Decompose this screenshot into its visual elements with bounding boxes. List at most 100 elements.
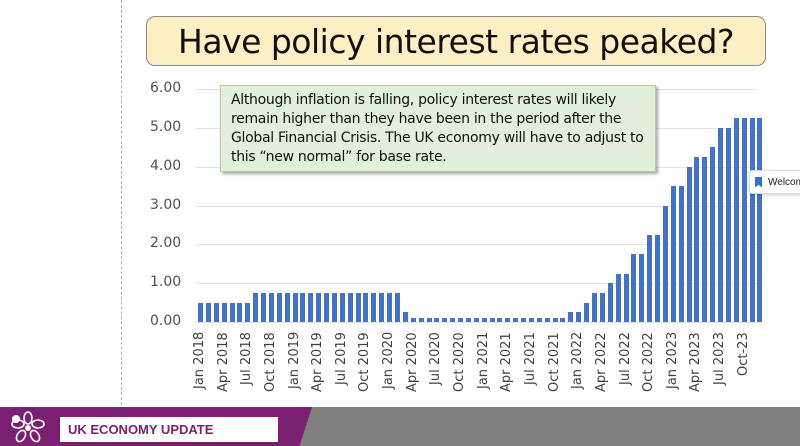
annotation-note: Although inflation is falling, policy in…	[220, 85, 656, 172]
bar	[702, 157, 708, 322]
bar	[725, 128, 731, 322]
x-axis-tick-label: Apr 2023	[688, 332, 704, 392]
bar	[655, 234, 661, 322]
x-axis-tick-label: Jan 2019	[286, 331, 302, 389]
gridline	[196, 205, 758, 207]
bar	[316, 292, 322, 322]
flower-logo-icon	[11, 411, 45, 443]
bar	[402, 312, 408, 322]
bar	[592, 292, 597, 322]
bar	[544, 318, 550, 322]
bar	[221, 302, 227, 322]
bar	[639, 254, 645, 322]
bar	[599, 292, 605, 322]
bar	[276, 292, 282, 322]
x-axis-tick-label: Jul 2019	[333, 332, 349, 385]
y-axis-tick-label: 1.00	[150, 274, 182, 291]
slide-title: Have policy interest rates peaked?	[178, 21, 734, 61]
bar	[710, 147, 716, 322]
bar-chart: 0.00 1.00 2.00 3.00 4.00 5.00 6.00 Jan 2018 Apr …	[150, 80, 763, 392]
y-axis-tick-label: 6.00	[150, 80, 182, 97]
bookmark-icon	[755, 176, 762, 188]
x-axis-tick-label: Jan 2018	[192, 331, 207, 389]
bar	[308, 292, 314, 322]
bar	[331, 292, 337, 322]
bar	[418, 318, 424, 322]
bar	[528, 318, 534, 322]
bar	[363, 292, 369, 322]
welcome-tooltip[interactable]: Welcom	[749, 170, 800, 194]
gridline	[196, 283, 758, 285]
bar	[757, 118, 763, 322]
bar	[615, 273, 621, 322]
bar	[513, 318, 519, 322]
bar	[631, 254, 637, 322]
bar	[284, 292, 290, 322]
x-axis-tick-label: Jan 2023	[664, 331, 680, 389]
bar	[560, 318, 566, 322]
x-axis-tick-label: Jul 2021	[522, 332, 538, 385]
bar	[458, 318, 464, 322]
bar	[473, 318, 479, 322]
x-axis-tick-label: Jul 2020	[428, 332, 444, 385]
bar	[497, 318, 503, 322]
y-axis-tick-label: 4.00	[150, 157, 182, 174]
x-axis-tick-label: Jan 2020	[381, 331, 397, 389]
bar	[647, 234, 653, 322]
bar	[568, 312, 574, 322]
y-axis-tick-label: 3.00	[150, 196, 182, 213]
footer-bar: UK ECONOMY UPDATE	[0, 407, 800, 446]
bar	[718, 128, 724, 322]
bar	[584, 302, 590, 322]
bar	[237, 302, 243, 322]
bar	[678, 186, 684, 322]
tooltip-text: Welcom	[768, 176, 800, 188]
x-axis-tick-label: Jul 2018	[239, 332, 255, 385]
x-axis-tick-label: Apr 2018	[215, 332, 231, 392]
bar	[261, 292, 267, 322]
bar	[387, 292, 393, 322]
bar	[749, 118, 755, 322]
bar	[355, 292, 361, 322]
bar	[623, 273, 629, 322]
bar	[410, 318, 416, 322]
x-axis-tick-label: Apr 2021	[499, 332, 515, 392]
bar	[686, 166, 692, 322]
y-axis-tick-label: 2.00	[150, 235, 182, 252]
bar	[670, 186, 676, 322]
bar	[607, 283, 613, 322]
bar	[481, 318, 487, 322]
x-axis-tick-label: Apr 2020	[404, 332, 420, 392]
y-axis-tick-label: 5.00	[150, 119, 182, 135]
gridline	[196, 244, 758, 246]
bar	[552, 318, 558, 322]
bar	[213, 302, 219, 322]
x-axis-tick-label: Oct 2019	[357, 332, 373, 392]
bar	[339, 292, 345, 322]
bar	[253, 292, 259, 322]
bar	[426, 318, 432, 322]
footer-label: UK ECONOMY UPDATE	[60, 417, 278, 442]
bar	[450, 318, 456, 322]
bar	[300, 292, 306, 322]
bar	[442, 318, 448, 322]
x-axis-tick-label: Jul 2022	[617, 332, 633, 385]
x-axis-tick-label: Apr 2022	[593, 332, 609, 392]
x-axis-tick-label: Jan 2021	[475, 331, 491, 389]
x-axis-tick-label: Jul 2023	[712, 332, 728, 385]
x-axis-tick-label: Oct 2018	[262, 332, 278, 392]
bar	[198, 302, 203, 322]
bar	[371, 292, 377, 322]
title-box: Have policy interest rates peaked?	[146, 16, 766, 66]
bar	[268, 292, 274, 322]
bar	[465, 318, 471, 322]
x-axis-tick-label: Oct 2022	[641, 332, 657, 392]
bar	[379, 292, 385, 322]
bar	[694, 157, 700, 322]
bar	[395, 292, 400, 322]
y-axis-tick-label: 0.00	[150, 313, 182, 329]
bar	[292, 292, 298, 322]
bar	[741, 118, 747, 322]
bar	[347, 292, 353, 322]
bar	[521, 318, 527, 322]
